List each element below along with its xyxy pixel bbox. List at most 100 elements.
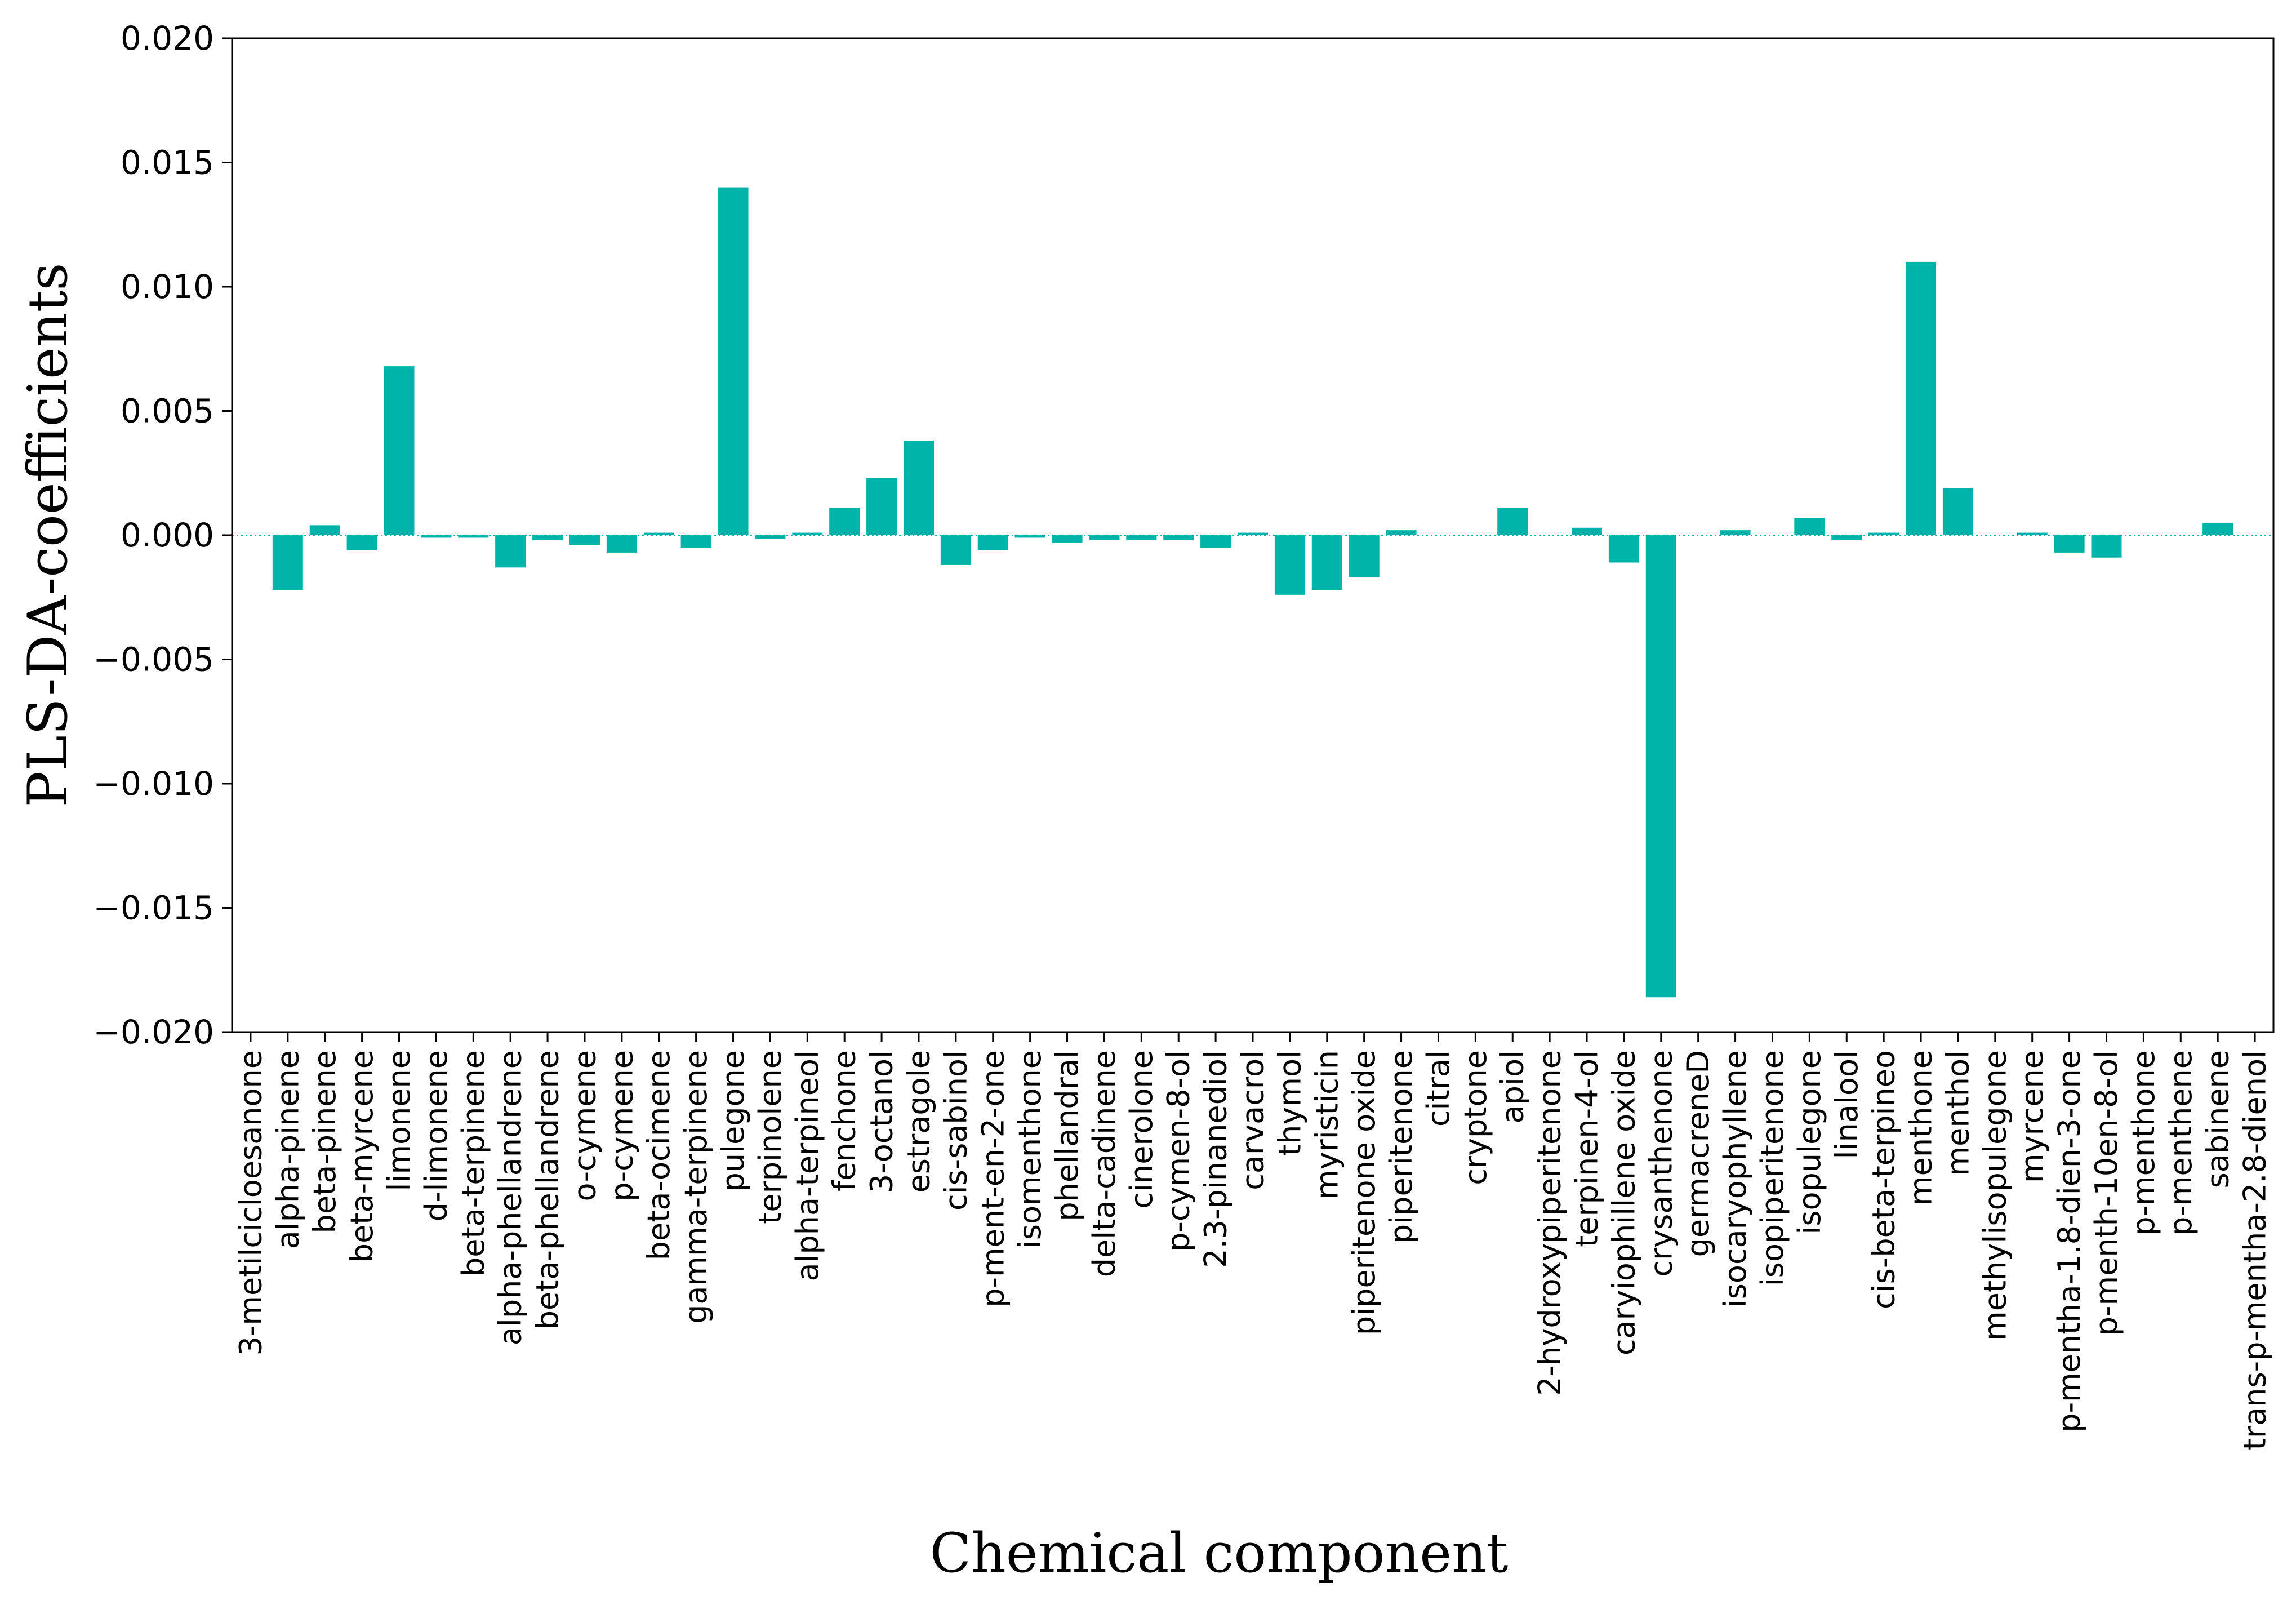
- x-tick-label: p-cymen-8-ol: [1161, 1050, 1196, 1252]
- bar-terpinen-4-ol: [1572, 527, 1603, 535]
- bar-caryiophillene oxide: [1608, 535, 1639, 563]
- x-tick-label: beta-pinene: [307, 1050, 342, 1233]
- y-axis: 0.020 0.015 0.010 0.005 0.000 −0.005 −0.010 −0.…: [93, 19, 232, 1051]
- x-tick-label: 3-metilcicloesanone: [233, 1050, 268, 1355]
- bar-cinerolone: [1126, 535, 1157, 540]
- y-tick-label: 0.010: [121, 268, 214, 306]
- x-tick-label: terpinolene: [753, 1050, 788, 1224]
- bar-cis-sabinol: [940, 535, 971, 565]
- x-tick-label: trans-p-mentha-2.8-dienol: [2237, 1050, 2273, 1450]
- bar-o-cymene: [569, 535, 600, 545]
- bar-beta-phellandrene: [532, 535, 563, 540]
- x-tick-label: piperitenone oxide: [1346, 1050, 1382, 1335]
- bar-crysanthenone: [1645, 535, 1676, 998]
- y-tick-label: 0.020: [121, 19, 214, 57]
- bar-myrcene: [2017, 532, 2048, 535]
- bar-2.3-pinanediol: [1200, 535, 1231, 548]
- bar-alpha-terpineol: [792, 532, 823, 535]
- x-tick-label: caryiophillene oxide: [1606, 1050, 1641, 1355]
- bar-beta-pinene: [309, 525, 340, 535]
- bar-thymol: [1274, 535, 1305, 595]
- bar-phellandral: [1052, 535, 1083, 543]
- x-tick-label: citral: [1421, 1050, 1456, 1127]
- bar-myristicin: [1311, 535, 1342, 590]
- bar-cis-beta-terpineo: [1868, 532, 1899, 535]
- y-tick-label: 0.015: [121, 144, 214, 182]
- x-tick-label: linalool: [1829, 1050, 1865, 1159]
- y-tick-label: 0.005: [121, 392, 214, 430]
- x-tick-label: 2.3-pinanediol: [1198, 1050, 1234, 1268]
- x-tick-label: isocaryophyllene: [1717, 1050, 1753, 1308]
- bar-d-limonene: [421, 535, 452, 538]
- bar-beta-terpinene: [458, 535, 489, 538]
- x-tick-label: fenchone: [827, 1050, 862, 1191]
- x-tick-label: myrcene: [2014, 1050, 2050, 1183]
- bars: [272, 187, 2233, 998]
- x-tick-label: cis-sabinol: [938, 1050, 973, 1211]
- x-tick-label: beta-terpinene: [456, 1050, 491, 1277]
- x-tick-label: beta-myrcene: [344, 1050, 380, 1262]
- y-tick-label: −0.015: [93, 889, 214, 927]
- bar-linalool: [1831, 535, 1862, 540]
- bar-fenchone: [829, 508, 860, 535]
- x-tick-label: limonene: [381, 1050, 417, 1191]
- bar-p-cymene: [606, 535, 637, 553]
- x-tick-label: gamma-terpinene: [678, 1050, 714, 1324]
- x-tick-label: germacreneD: [1680, 1050, 1716, 1257]
- x-axis: 3-metilcicloesanone alpha-pinene beta-pine…: [233, 1032, 2273, 1450]
- bar-beta-myrcene: [346, 535, 377, 550]
- x-tick-label: cis-beta-terpineo: [1866, 1050, 1902, 1309]
- bar-sabinene: [2202, 522, 2233, 535]
- bar-pulegone: [718, 187, 749, 536]
- bar-p-mentha-1.8-dien-3-one: [2054, 535, 2085, 553]
- x-tick-label: cinerolone: [1124, 1050, 1159, 1209]
- x-tick-label: isopulegone: [1792, 1050, 1827, 1235]
- x-tick-label: d-limonene: [419, 1050, 454, 1221]
- bar-alpha-phellandrene: [495, 535, 526, 568]
- x-tick-label: pulegone: [715, 1050, 751, 1192]
- bar-beta-ocimene: [643, 532, 674, 535]
- x-tick-label: terpinen-4-ol: [1569, 1050, 1605, 1247]
- bar-terpinolene: [755, 535, 786, 539]
- x-tick-label: myristicin: [1309, 1050, 1345, 1199]
- bar-estragole: [903, 441, 934, 535]
- x-tick-label: beta-phellandrene: [530, 1050, 566, 1330]
- x-tick-label: isomenthone: [1012, 1050, 1048, 1248]
- bar-isopulegone: [1794, 518, 1825, 535]
- bar-menthone: [1906, 261, 1937, 535]
- x-tick-label: estragole: [901, 1050, 936, 1193]
- x-tick-label: thymol: [1272, 1050, 1307, 1156]
- x-tick-label: menthol: [1940, 1050, 1975, 1176]
- bar-menthol: [1942, 488, 1973, 535]
- y-axis-title: PLS-DA-coefficients: [16, 263, 79, 807]
- y-tick-label: −0.020: [93, 1013, 214, 1051]
- x-tick-label: 3-octanol: [864, 1050, 900, 1193]
- bar-p-ment-en-2-one: [977, 535, 1008, 550]
- bar-delta-cadinene: [1089, 535, 1120, 540]
- x-tick-label: alpha-phellandrene: [493, 1050, 528, 1345]
- x-tick-label: alpha-terpineol: [790, 1050, 825, 1282]
- bar-piperitenone oxide: [1349, 535, 1380, 577]
- bar-alpha-pinene: [272, 535, 303, 590]
- x-tick-label: beta-ocimene: [641, 1050, 677, 1260]
- x-tick-label: carvacrol: [1235, 1050, 1271, 1190]
- x-tick-label: o-cymene: [567, 1050, 602, 1201]
- bar-gamma-terpinene: [680, 535, 711, 548]
- y-tick-label: −0.005: [93, 641, 214, 679]
- bar-limonene: [384, 366, 415, 535]
- x-tick-label: p-menthone: [2126, 1050, 2161, 1236]
- x-tick-label: menthone: [1903, 1050, 1939, 1206]
- x-tick-label: delta-cadinene: [1087, 1050, 1122, 1277]
- x-tick-label: crysanthenone: [1643, 1050, 1679, 1277]
- x-tick-label: phellandral: [1049, 1050, 1085, 1221]
- bar-p-cymen-8-ol: [1163, 535, 1194, 540]
- x-tick-label: 2-hydroxypiperitenone: [1532, 1050, 1568, 1396]
- x-tick-label: apiol: [1495, 1050, 1530, 1123]
- x-tick-label: p-menthene: [2163, 1050, 2199, 1236]
- x-tick-label: p-menth-10en-8-ol: [2089, 1050, 2124, 1336]
- x-tick-label: p-mentha-1.8-dien-3-one: [2052, 1050, 2087, 1433]
- bar-apiol: [1497, 508, 1528, 535]
- x-tick-label: methylisopulegone: [1977, 1050, 2013, 1341]
- x-tick-label: p-cymene: [604, 1050, 639, 1202]
